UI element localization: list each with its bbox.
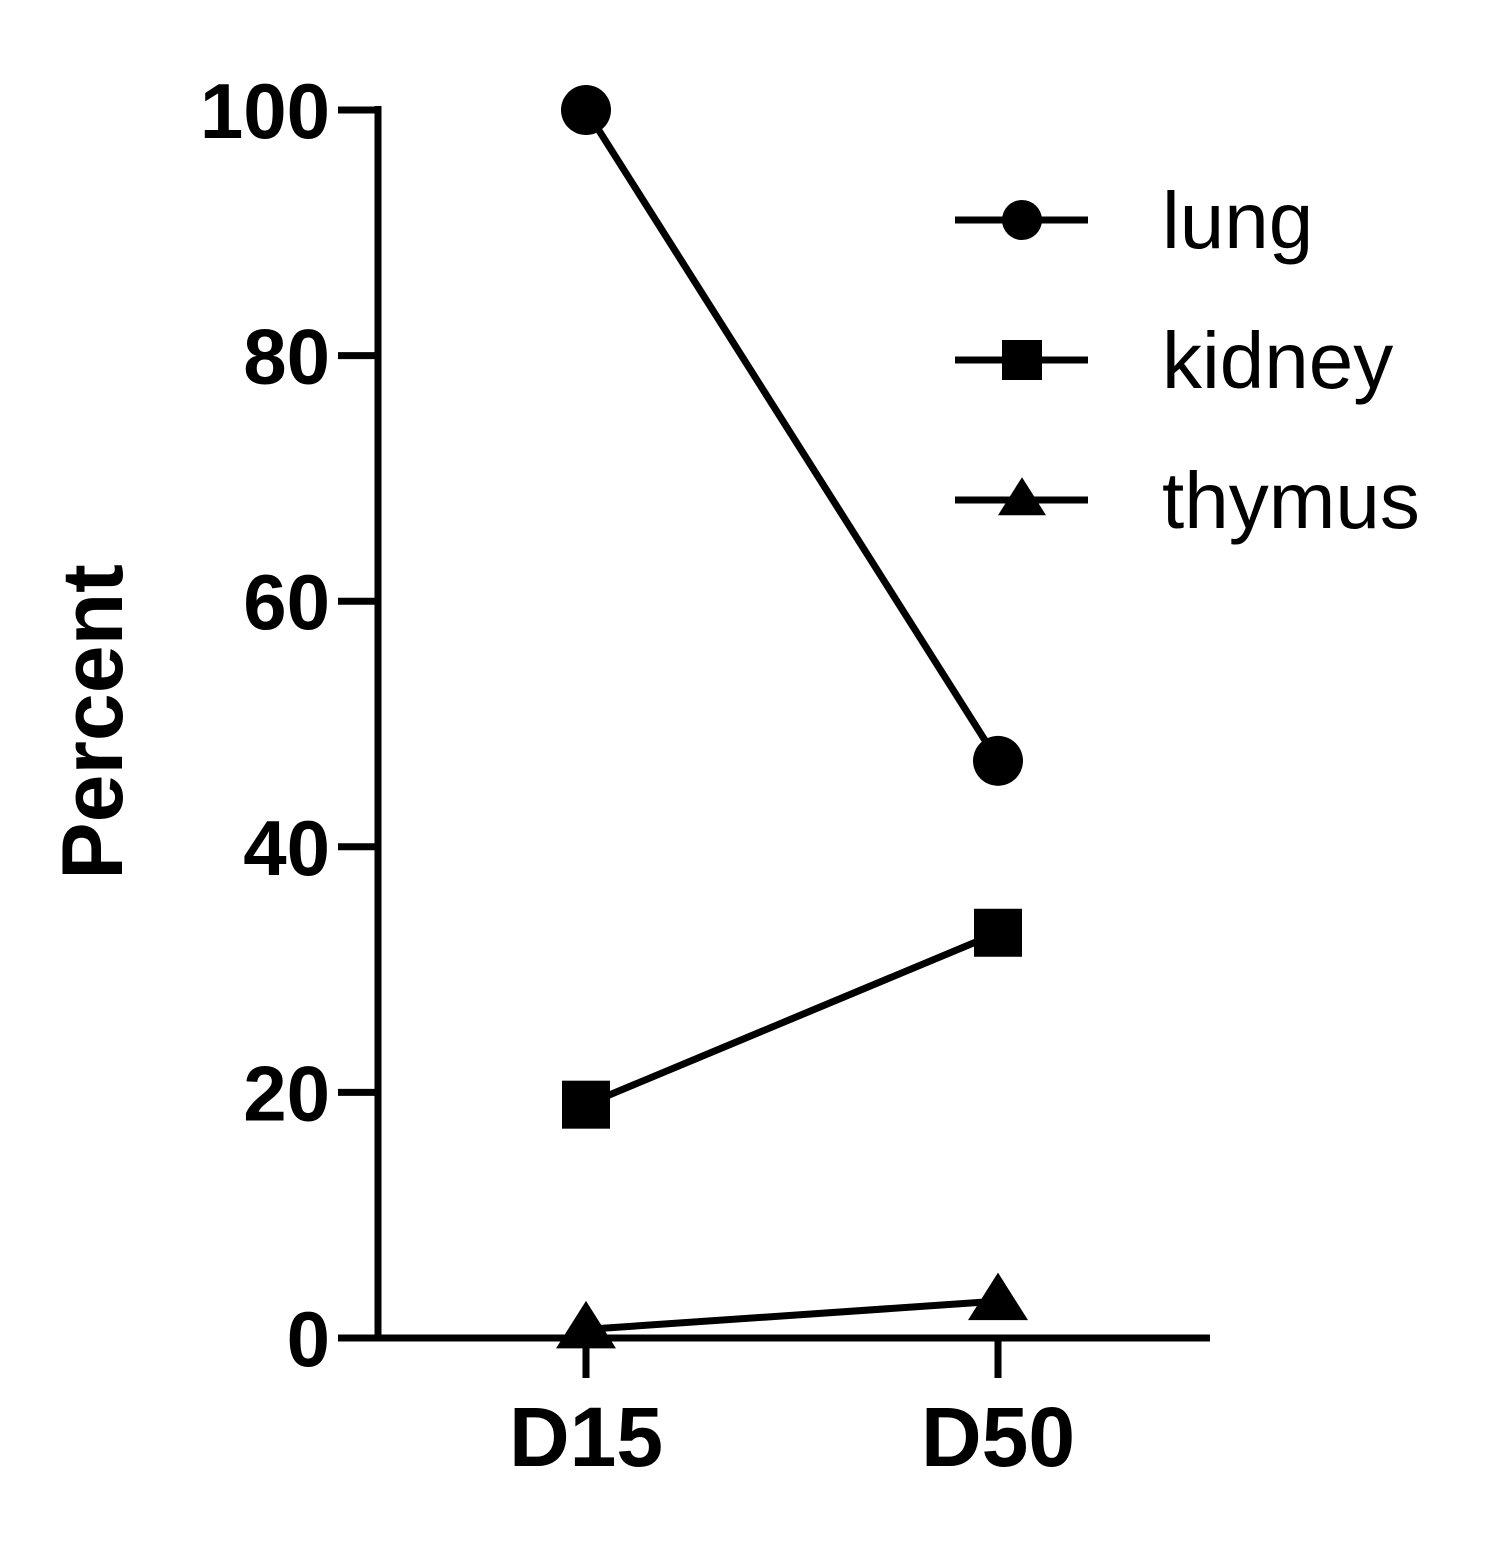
y-tick-label: 100 [200, 67, 330, 155]
series-thymus [556, 1272, 1028, 1349]
data-point-triangle [556, 1300, 616, 1349]
y-axis-label: Percent [45, 564, 141, 880]
legend-entry-kidney: kidney [955, 316, 1393, 405]
data-point-square [562, 1080, 610, 1129]
series-line [585, 1297, 999, 1333]
legend-label: lung [1162, 176, 1313, 265]
y-tick-label: 0 [287, 1295, 330, 1383]
x-tick-label: D50 [921, 1390, 1075, 1484]
series-kidney [562, 908, 1022, 1129]
series-layer [556, 85, 1028, 1349]
legend-label: kidney [1162, 316, 1393, 405]
data-point-triangle [968, 1272, 1028, 1321]
axes: 0 20 40 60 80 100 D15 D50 [200, 67, 1210, 1484]
legend: lung kidney thymus [955, 176, 1420, 545]
series-lung [561, 85, 1023, 786]
data-point-circle [973, 735, 1023, 786]
y-tick-label: 60 [243, 558, 330, 646]
data-point-circle [561, 85, 611, 135]
x-tick-label: D15 [509, 1390, 663, 1484]
series-line [584, 929, 1000, 1108]
legend-entry-lung: lung [955, 176, 1313, 265]
y-tick-label: 20 [243, 1049, 330, 1137]
legend-entry-thymus: thymus [955, 456, 1420, 545]
y-tick-label: 80 [243, 313, 330, 401]
legend-label: thymus [1162, 456, 1420, 545]
y-tick-label: 40 [243, 804, 330, 892]
data-point-circle [1002, 200, 1042, 240]
data-point-square [1002, 340, 1042, 380]
data-point-square [974, 908, 1022, 957]
data-point-triangle [998, 477, 1046, 516]
series-line [583, 108, 1001, 763]
